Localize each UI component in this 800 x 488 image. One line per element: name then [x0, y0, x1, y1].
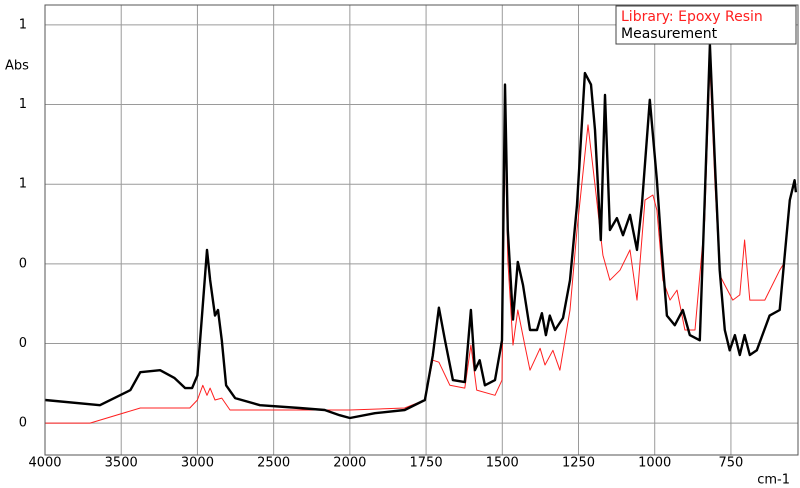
y-tick-label: 1 — [19, 177, 27, 192]
x-tick-label: 2000 — [333, 456, 366, 471]
y-tick-label: 0 — [19, 336, 27, 351]
legend-entry: Measurement — [621, 26, 718, 42]
grid — [44, 5, 798, 455]
legend-entry: Library: Epoxy Resin — [621, 9, 763, 25]
y-tick-label: 0 — [19, 256, 27, 271]
x-tick-label: 2500 — [257, 456, 290, 471]
x-tick-label: 750 — [719, 456, 744, 471]
x-tick-label: 3500 — [105, 456, 138, 471]
x-tick-label: 1750 — [410, 456, 443, 471]
plot-frame — [44, 4, 799, 456]
x-tick-label: 4000 — [28, 456, 61, 471]
x-tick-label: 1000 — [638, 456, 671, 471]
plot — [44, 43, 798, 424]
y-tick-label: 1 — [19, 17, 27, 32]
x-axis-label: cm-1 — [757, 473, 790, 488]
legend-box — [615, 5, 797, 45]
x-tick-label: 1500 — [486, 456, 519, 471]
series-line — [44, 43, 798, 420]
x-tick-label: 1250 — [562, 456, 595, 471]
y-axis-label: Abs — [5, 59, 29, 74]
x-tick-label: 3000 — [181, 456, 214, 471]
y-tick-label: 1 — [19, 97, 27, 112]
y-tick-label: 0 — [19, 416, 27, 431]
